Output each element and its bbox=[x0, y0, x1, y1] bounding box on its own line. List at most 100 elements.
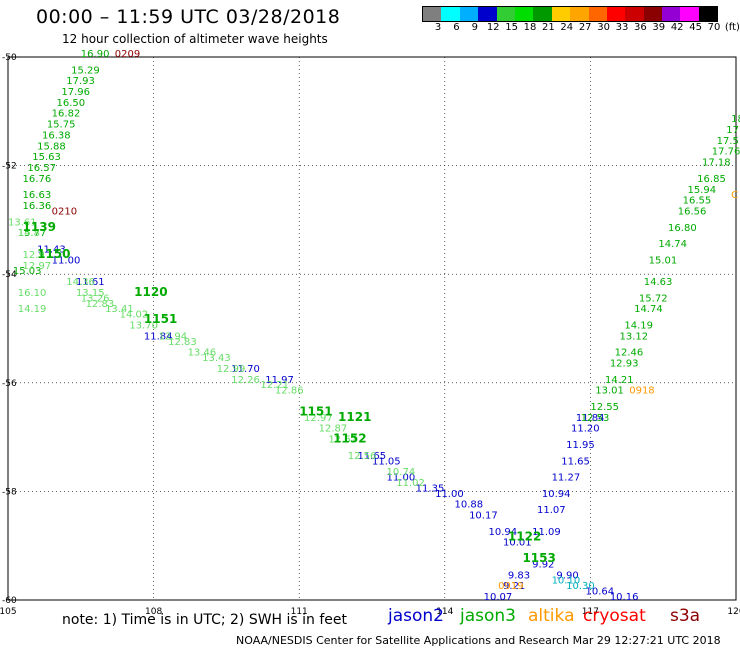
data-point-label: 12.99 bbox=[217, 364, 246, 375]
time-label: 1120 bbox=[134, 285, 167, 299]
time-label: 1151 bbox=[144, 312, 177, 326]
chart-title: 00:00 – 11:59 UTC 03/28/2018 bbox=[36, 6, 341, 28]
time-label: 1122 bbox=[508, 529, 541, 543]
data-point-label: 13.70 bbox=[129, 321, 158, 332]
data-point-label: 9.92 bbox=[532, 559, 554, 570]
data-point-label: 12.26 bbox=[231, 375, 260, 386]
data-point-label: 17.76 bbox=[712, 147, 740, 158]
colorbar-label: 36 bbox=[634, 22, 647, 33]
colorbar-labels: 3 6 9 12 15 18 21 24 27 30 33 36 39 42 45 70 (ft) bbox=[422, 22, 740, 34]
colorbar-label: 39 bbox=[652, 22, 666, 33]
data-point-label: 16.90 bbox=[81, 49, 110, 60]
x-tick-label: 111 bbox=[291, 607, 308, 617]
colorbar-swatch bbox=[698, 7, 718, 21]
colorbar-label: 12 bbox=[486, 22, 500, 33]
data-point-label: 13.12 bbox=[620, 331, 649, 342]
data-point-label: 10.94 bbox=[488, 527, 517, 538]
colorbar-label: 33 bbox=[615, 22, 629, 33]
data-point-label: 11.43 bbox=[37, 244, 66, 255]
data-point-label: 13.15 bbox=[76, 288, 105, 299]
data-point-label: 16.38 bbox=[42, 130, 71, 141]
colorbar-swatch bbox=[680, 7, 699, 21]
colorbar-swatch bbox=[570, 7, 589, 21]
data-point-label: C bbox=[731, 190, 738, 201]
data-point-label: 11.84 bbox=[144, 331, 173, 342]
data-point-label: 10.10 bbox=[552, 576, 581, 587]
data-point-label: 10.17 bbox=[469, 511, 498, 522]
data-point-label: 11.05 bbox=[372, 456, 401, 467]
colorbar-swatch bbox=[423, 7, 442, 21]
data-point-label: 11.35 bbox=[416, 483, 445, 494]
data-point-label: 12.94 bbox=[158, 331, 187, 342]
data-point-label: 12.97 bbox=[304, 413, 333, 424]
data-point-label: 17 bbox=[726, 125, 739, 136]
colorbar-label: 30 bbox=[597, 22, 610, 33]
data-point-label: 0919 bbox=[498, 581, 523, 592]
data-point-label: 15.94 bbox=[687, 185, 716, 196]
colorbar-swatch bbox=[662, 7, 681, 21]
plot-frame bbox=[7, 56, 737, 601]
data-point-label: 11.00 bbox=[387, 473, 416, 484]
data-point-label: 15.01 bbox=[649, 255, 678, 266]
data-point-label: 15.29 bbox=[71, 65, 100, 76]
data-point-label: 12.56 bbox=[348, 451, 377, 462]
legend-item-s3a: s3a bbox=[670, 606, 701, 626]
colorbar-label: 27 bbox=[578, 22, 592, 33]
data-point-label: 10.30 bbox=[566, 581, 595, 592]
data-point-label: 11.27 bbox=[552, 473, 581, 484]
data-point-label: 16.82 bbox=[52, 109, 81, 120]
data-point-label: 11.95 bbox=[566, 440, 595, 451]
colorbar-label: 42 bbox=[670, 22, 684, 33]
data-point-label: 13.41 bbox=[105, 304, 134, 315]
x-tick-label: 105 bbox=[0, 607, 17, 617]
data-point-label: 0918 bbox=[629, 386, 654, 397]
colorbar-label: 6 bbox=[453, 22, 460, 33]
y-tick-label: -52 bbox=[2, 162, 17, 172]
legend-item-cryosat: cryosat bbox=[583, 606, 646, 626]
colorbar-swatch bbox=[514, 7, 534, 21]
data-point-label: 12.97 bbox=[23, 261, 52, 272]
data-point-label: 13.46 bbox=[188, 348, 217, 359]
data-point-label: 12.86 bbox=[275, 386, 304, 397]
x-tick-label: 114 bbox=[436, 607, 453, 617]
data-point-label: 12.55 bbox=[590, 402, 619, 413]
data-point-label: 16.50 bbox=[57, 98, 86, 109]
data-point-label: 15.63 bbox=[32, 152, 61, 163]
data-point-label: 10.74 bbox=[387, 467, 416, 478]
data-point-label: 10.94 bbox=[542, 489, 571, 500]
data-point-label: 15.77 bbox=[18, 228, 47, 239]
data-point-label: 16.85 bbox=[697, 174, 726, 185]
data-point-label: 14.63 bbox=[644, 277, 673, 288]
data-point-label: 12.83 bbox=[168, 337, 197, 348]
data-point-label: 13.26 bbox=[81, 293, 110, 304]
data-point-label: 17.93 bbox=[66, 76, 95, 87]
data-point-label: 12.83 bbox=[86, 299, 115, 310]
legend-item-jason2: jason2 bbox=[388, 606, 444, 626]
data-point-label: 12.21 bbox=[260, 380, 289, 391]
colorbar bbox=[422, 6, 719, 22]
data-point-label: 12.9 bbox=[23, 250, 45, 261]
data-point-label: 11.09 bbox=[532, 527, 561, 538]
time-label: 1139 bbox=[23, 220, 56, 234]
data-point-label: 18 bbox=[731, 114, 740, 125]
data-point-label: 16.10 bbox=[18, 288, 47, 299]
chart-subtitle: 12 hour collection of altimeter wave hei… bbox=[62, 32, 328, 46]
y-tick-label: -50 bbox=[2, 53, 17, 63]
data-point-label: 17.18 bbox=[702, 158, 731, 169]
time-label: 1153 bbox=[522, 551, 555, 565]
y-tick-label: -56 bbox=[2, 379, 17, 389]
colorbar-swatch bbox=[496, 7, 515, 21]
data-point-label: 12.87 bbox=[319, 424, 348, 435]
data-point-label: 12.53 bbox=[581, 413, 610, 424]
data-point-label: 16.55 bbox=[683, 196, 712, 207]
data-point-label: 10.01 bbox=[503, 538, 532, 549]
colorbar-unit: (ft) bbox=[724, 22, 740, 33]
colorbar-swatch bbox=[643, 7, 663, 21]
colorbar-label: 21 bbox=[542, 22, 555, 33]
data-point-label: 14.74 bbox=[658, 239, 687, 250]
data-point-label: 11.02 bbox=[396, 478, 425, 489]
data-point-label: 11.65 bbox=[357, 451, 386, 462]
data-point-label: 10.64 bbox=[586, 587, 615, 598]
data-point-label: 14.02 bbox=[120, 310, 149, 321]
